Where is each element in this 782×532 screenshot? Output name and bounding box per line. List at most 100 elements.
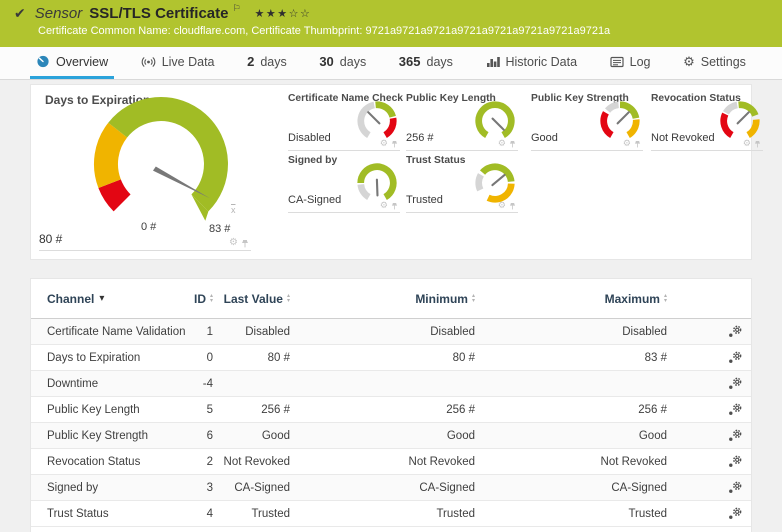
channel-table: Channel ▾ ID ▴ ▾ Last Value ▴ ▾ Minimum ▴ ▾…	[30, 278, 752, 532]
cell-channel[interactable]: Trust Status	[47, 507, 109, 520]
gauge-card-days-to-expiration[interactable]: Days to Expiration 0 # 83 # x 80 # ⚙	[39, 85, 251, 251]
tab-label: Log	[629, 54, 651, 69]
cell-channel[interactable]: Downtime	[47, 377, 99, 390]
sort-icon: ▴ ▾	[663, 292, 667, 304]
card-pin-icon[interactable]	[391, 140, 398, 148]
gauge-scale-max: 83 #	[209, 223, 231, 235]
card-pin-icon[interactable]	[634, 140, 641, 148]
sensor-subtitle: Certificate Common Name: cloudflare.com,…	[38, 25, 611, 37]
card-pin-icon[interactable]	[241, 239, 249, 248]
gauge-value: 80 #	[39, 232, 63, 246]
table-row[interactable]: Certificate Name Validation 1 Disabled Disa…	[31, 319, 751, 345]
column-header-id[interactable]: ID ▴ ▾	[193, 291, 213, 306]
cell-id: 4	[206, 507, 213, 520]
sensor-header-banner: ✔ Sensor SSL/TLS Certificate ⚐ ★★★☆☆ Cer…	[0, 0, 782, 47]
card-corner-icons: ⚙	[623, 139, 641, 148]
cell-channel[interactable]: Public Key Strength	[47, 429, 149, 442]
cell-id: 2	[206, 455, 213, 468]
card-gear-icon[interactable]: ⚙	[497, 138, 506, 148]
channel-settings-icon[interactable]	[728, 455, 743, 468]
tab-2-days[interactable]: 2 days	[241, 47, 293, 79]
tab-label: days	[426, 54, 453, 69]
card-gear-icon[interactable]: ⚙	[497, 200, 506, 210]
tab-historic-data[interactable]: Historic Data	[480, 47, 584, 79]
tab-365-days[interactable]: 365 days	[393, 47, 459, 79]
tab-label: Historic Data	[505, 54, 578, 69]
cell-channel[interactable]: Certificate Name Validation	[47, 325, 186, 338]
bar-chart-icon	[486, 56, 500, 67]
cell-minimum: 256 #	[446, 403, 475, 416]
cell-last-value: Not Revoked	[223, 455, 290, 468]
column-header-minimum[interactable]: Minimum ▴ ▾	[415, 291, 475, 306]
column-header-maximum[interactable]: Maximum ▴ ▾	[604, 291, 667, 306]
card-gear-icon[interactable]: ⚙	[379, 138, 388, 148]
gauge-card[interactable]: Trust Status Trusted ⚙	[406, 153, 518, 213]
card-pin-icon[interactable]	[391, 202, 398, 210]
gauge-value: 256 #	[406, 132, 434, 144]
gauge-card[interactable]: Public Key Length 256 # ⚙	[406, 91, 518, 151]
gauge-icon	[475, 163, 515, 203]
card-gear-icon[interactable]: ⚙	[229, 237, 238, 248]
channel-settings-icon[interactable]	[728, 325, 743, 338]
cell-channel[interactable]: Public Key Length	[47, 403, 140, 416]
cell-minimum: Not Revoked	[408, 455, 475, 468]
gauge-card[interactable]: Public Key Strength Good ⚙	[531, 91, 643, 151]
page-title: SSL/TLS Certificate	[89, 5, 229, 22]
card-gear-icon[interactable]: ⚙	[622, 138, 631, 148]
tab-overview[interactable]: Overview	[30, 47, 115, 79]
column-header-channel[interactable]: Channel ▾	[47, 291, 105, 306]
column-header-last-value[interactable]: Last Value ▴ ▾	[223, 291, 290, 306]
channel-settings-icon[interactable]	[728, 429, 743, 442]
channel-settings-icon[interactable]	[728, 403, 743, 416]
priority-stars[interactable]: ★★★☆☆	[254, 8, 312, 20]
card-pin-icon[interactable]	[509, 202, 516, 210]
gauge-card[interactable]: Certificate Name Check Disabled ⚙	[288, 91, 404, 151]
flag-icon[interactable]: ⚐	[232, 3, 241, 13]
tab-number: 2	[247, 54, 255, 69]
channel-settings-icon[interactable]	[728, 481, 743, 494]
table-row[interactable]: Signed by 3 CA-Signed CA-Signed CA-Signed	[31, 475, 751, 501]
gauges-panel: Days to Expiration 0 # 83 # x 80 # ⚙ Cer…	[30, 84, 763, 260]
gauge-tab-icon	[37, 55, 49, 68]
gauge-card[interactable]: Signed by CA-Signed ⚙	[288, 153, 400, 213]
card-gear-icon[interactable]: ⚙	[379, 200, 388, 210]
table-row[interactable]: Public Key Length 5 256 # 256 # 256 #	[31, 397, 751, 423]
cell-channel[interactable]: Days to Expiration	[47, 351, 141, 364]
cell-maximum: CA-Signed	[611, 481, 667, 494]
cell-channel[interactable]: Signed by	[47, 481, 99, 494]
gauge-card[interactable]: Revocation Status Not Revoked ⚙	[651, 91, 763, 151]
channel-settings-icon[interactable]	[728, 507, 743, 520]
table-row[interactable]: Days to Expiration 0 80 # 80 # 83 #	[31, 345, 751, 371]
tab-label: days	[339, 54, 367, 69]
card-pin-icon[interactable]	[509, 140, 516, 148]
tab-live-data[interactable]: Live Data	[135, 47, 221, 79]
tab-bar: Overview Live Data 2 days 30 days 365 da…	[0, 47, 782, 80]
tab-30-days[interactable]: 30 days	[313, 47, 372, 79]
tab-settings[interactable]: ⚙ Settings	[677, 47, 752, 79]
channel-settings-icon[interactable]	[728, 351, 743, 364]
card-pin-icon[interactable]	[754, 140, 761, 148]
peak-marker: x	[231, 205, 236, 215]
gauge-title: Certificate Name Check	[288, 93, 404, 104]
channel-settings-icon[interactable]	[728, 377, 743, 390]
channel-table-body: Certificate Name Validation 1 Disabled Disa…	[31, 319, 751, 527]
cell-maximum: 256 #	[638, 403, 667, 416]
table-row[interactable]: Trust Status 4 Trusted Trusted Trusted	[31, 501, 751, 527]
gauge-scale-min: 0 #	[141, 221, 157, 233]
tab-log[interactable]: Log	[604, 47, 657, 79]
table-row[interactable]: Public Key Strength 6 Good Good Good	[31, 423, 751, 449]
cell-maximum: Not Revoked	[600, 455, 667, 468]
gauge-title: Trust Status	[406, 155, 466, 166]
gauge-value: CA-Signed	[288, 194, 342, 206]
table-row[interactable]: Revocation Status 2 Not Revoked Not Revoked…	[31, 449, 751, 475]
cell-channel[interactable]: Revocation Status	[47, 455, 141, 468]
table-row[interactable]: Downtime -4	[31, 371, 751, 397]
sensor-kind-label: Sensor	[34, 5, 83, 22]
cell-last-value: CA-Signed	[234, 481, 290, 494]
cell-id: 1	[206, 325, 213, 338]
days-to-expiration-gauge-icon	[94, 97, 228, 221]
cell-id: 6	[206, 429, 213, 442]
sort-icon: ▴ ▾	[286, 292, 290, 304]
sort-icon: ▴ ▾	[471, 292, 475, 304]
card-gear-icon[interactable]: ⚙	[742, 138, 751, 148]
